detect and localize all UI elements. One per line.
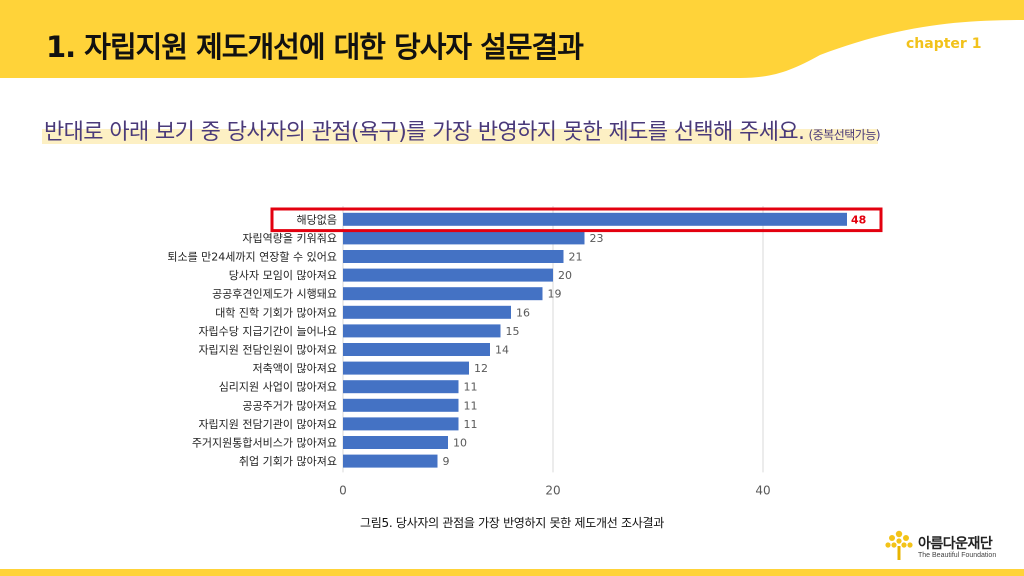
question-highlight bbox=[42, 129, 878, 144]
bar bbox=[343, 287, 543, 301]
data-label: 11 bbox=[464, 399, 478, 412]
category-label: 공공후견인제도가 시행돼요 bbox=[212, 288, 337, 301]
category-label: 심리지원 사업이 많아져요 bbox=[219, 381, 337, 394]
brand-subtitle: The Beautiful Foundation bbox=[918, 552, 997, 559]
chart-caption: 그림5. 당사자의 관점을 가장 반영하지 못한 제도개선 조사결과 bbox=[360, 516, 664, 530]
bar bbox=[343, 436, 448, 449]
data-label: 10 bbox=[453, 437, 467, 450]
data-label: 19 bbox=[548, 288, 562, 301]
bar bbox=[343, 231, 585, 245]
category-label: 공공주거가 많아져요 bbox=[242, 399, 337, 412]
category-label: 당사자 모임이 많아져요 bbox=[229, 269, 337, 282]
bar bbox=[343, 305, 511, 319]
data-label: 11 bbox=[464, 381, 478, 394]
category-label: 자립지원 전담기관이 많아져요 bbox=[198, 418, 337, 431]
survey-question: 반대로 아래 보기 중 당사자의 관점(욕구)를 가장 반영하지 못한 제도를 … bbox=[44, 114, 881, 146]
data-label: 48 bbox=[851, 213, 866, 226]
bar bbox=[343, 268, 553, 282]
bar bbox=[343, 454, 438, 468]
chapter-label: chapter 1 bbox=[906, 36, 982, 52]
bar bbox=[343, 417, 459, 431]
data-label: 16 bbox=[516, 306, 530, 319]
category-label: 퇴소를 만24세까지 연장할 수 있어요 bbox=[167, 251, 337, 264]
bar bbox=[343, 398, 459, 412]
header-band bbox=[0, 0, 1024, 78]
data-label: 21 bbox=[569, 251, 583, 264]
x-tick-label: 20 bbox=[545, 483, 560, 497]
brand-name: 아름다운재단 bbox=[918, 536, 993, 552]
data-label: 9 bbox=[443, 455, 450, 468]
bar bbox=[343, 212, 847, 226]
data-label: 11 bbox=[464, 418, 478, 431]
category-label: 주거지원통합서비스가 많아져요 bbox=[192, 437, 337, 450]
category-label: 저축액이 많아져요 bbox=[253, 362, 337, 375]
data-label: 14 bbox=[495, 344, 509, 357]
x-tick-label: 40 bbox=[755, 483, 770, 497]
bar bbox=[343, 380, 459, 394]
brand-logo: 아름다운재단 The Beautiful Foundation bbox=[884, 528, 1014, 564]
footer-bar bbox=[0, 569, 1024, 576]
data-label: 15 bbox=[506, 325, 520, 338]
tree-icon bbox=[885, 530, 913, 560]
x-tick-label: 0 bbox=[339, 483, 347, 497]
bar bbox=[343, 324, 501, 338]
category-label: 자립수당 지급기간이 늘어나요 bbox=[198, 325, 337, 338]
data-label: 12 bbox=[474, 362, 488, 375]
highlight-box bbox=[270, 207, 883, 233]
category-label: 자립지원 전담인원이 많아져요 bbox=[198, 344, 337, 357]
data-label: 20 bbox=[558, 269, 572, 282]
question-text: 반대로 아래 보기 중 당사자의 관점(욕구)를 가장 반영하지 못한 제도를 … bbox=[44, 120, 805, 145]
category-label: 해당없음 bbox=[297, 212, 337, 226]
category-label: 자립역량을 키워줘요 bbox=[242, 232, 337, 245]
category-label: 대학 진학 기회가 많아져요 bbox=[215, 306, 337, 319]
data-label: 23 bbox=[590, 232, 604, 245]
bar bbox=[343, 250, 564, 263]
question-note: (중복선택가능) bbox=[808, 128, 881, 142]
category-label: 취업 기회가 많아져요 bbox=[239, 455, 337, 468]
slide-title: 1. 자립지원 제도개선에 대한 당사자 설문결과 bbox=[46, 30, 584, 64]
bar bbox=[343, 343, 490, 356]
bar bbox=[343, 361, 469, 375]
